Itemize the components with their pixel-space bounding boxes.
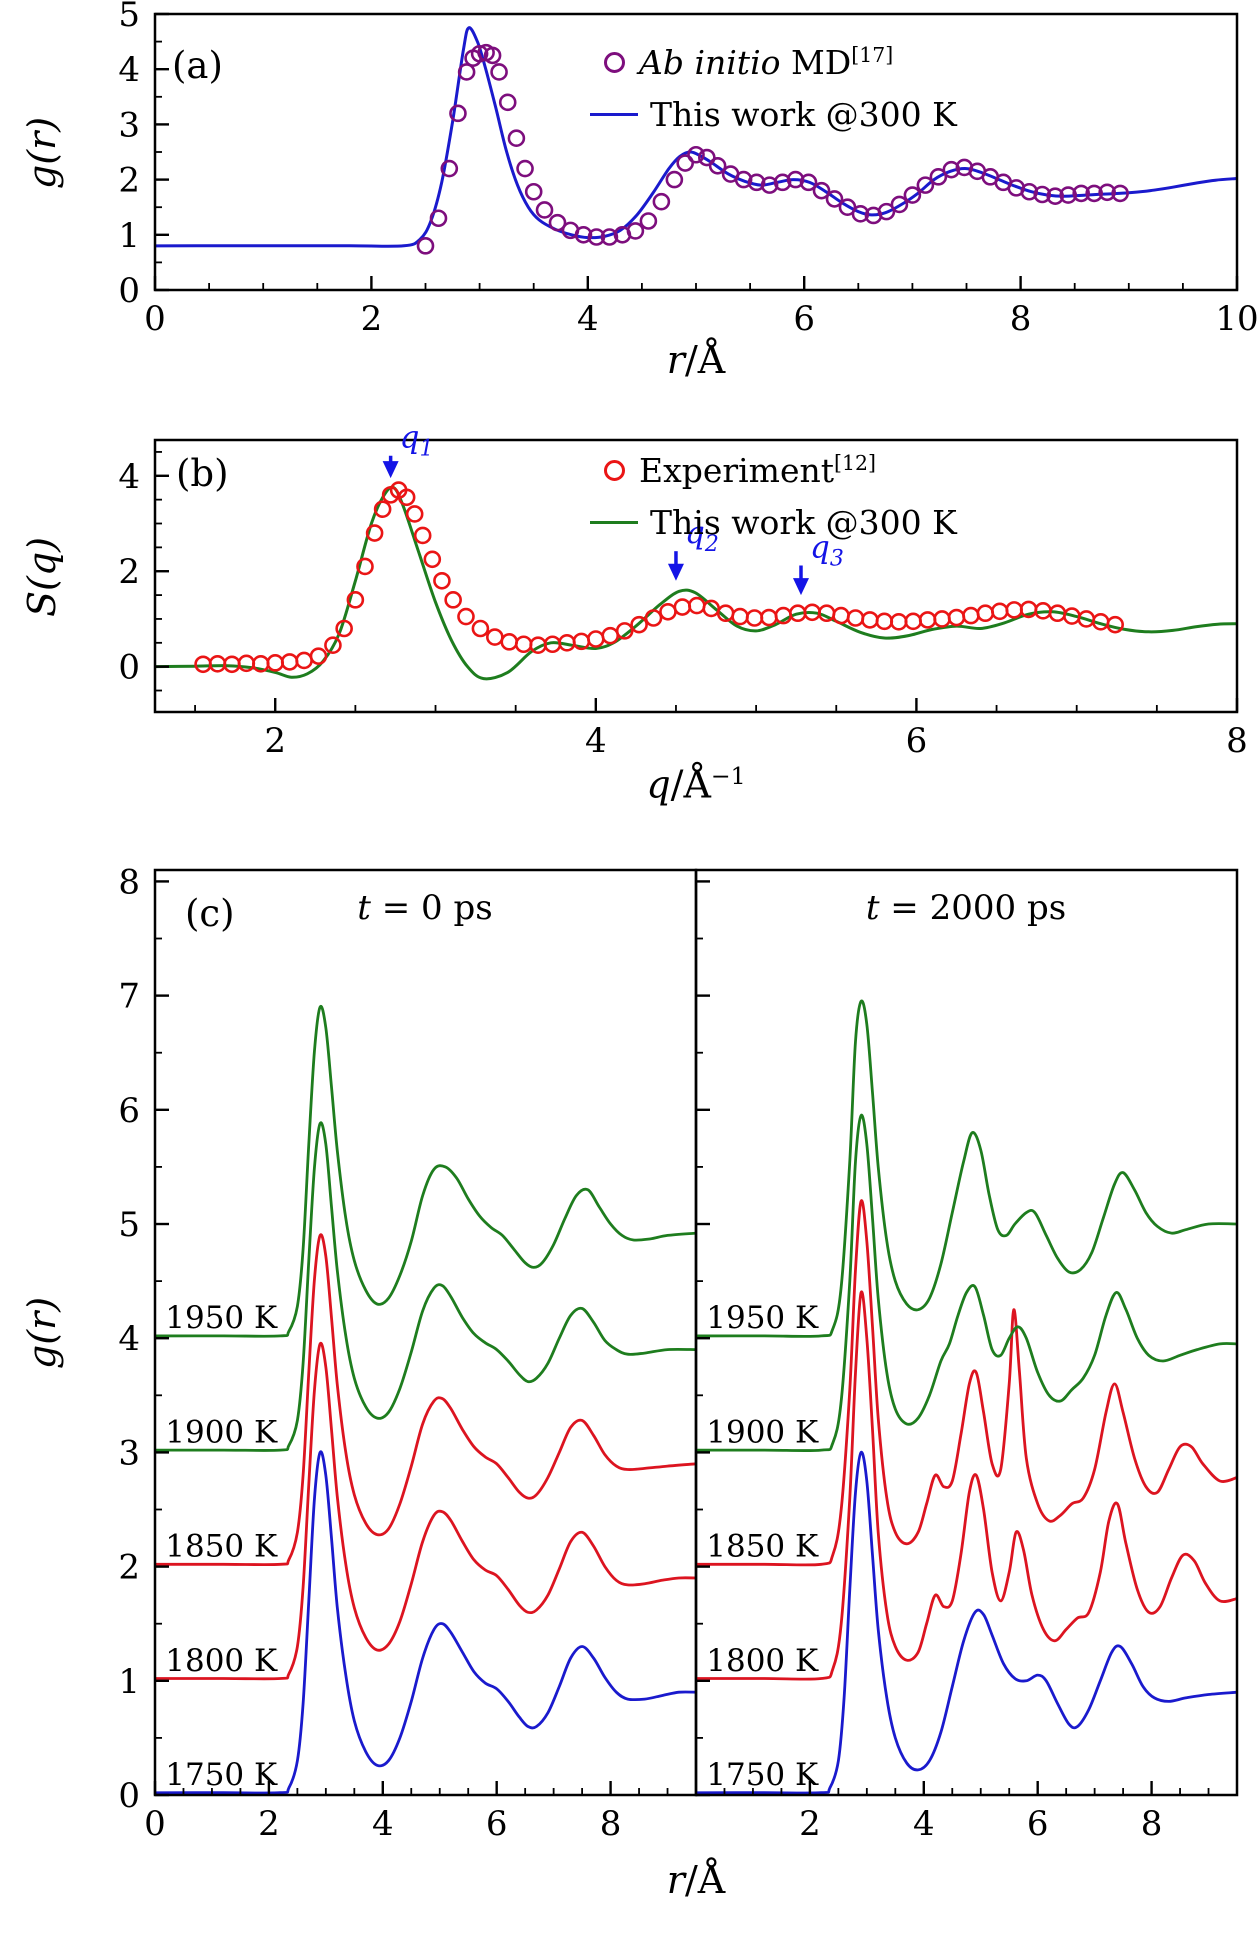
svg-text:1950 K: 1950 K (706, 1300, 819, 1336)
svg-text:1800 K: 1800 K (706, 1643, 819, 1679)
panel-b-label: (b) (176, 452, 229, 495)
panel-a-legend-row-1: Ab initio MD[17] (590, 40, 957, 84)
svg-text:1900 K: 1900 K (165, 1414, 278, 1450)
svg-text:0: 0 (118, 1776, 140, 1816)
open-circle-marker-icon (604, 459, 625, 481)
svg-text:8: 8 (1226, 721, 1248, 761)
svg-text:1850 K: 1850 K (165, 1529, 278, 1565)
svg-text:1900 K: 1900 K (706, 1414, 819, 1450)
svg-text:3: 3 (118, 105, 140, 145)
panel-a-legend: Ab initio MD[17] This work @300 K (590, 40, 957, 136)
svg-text:1750 K: 1750 K (165, 1757, 278, 1793)
svg-text:8: 8 (118, 862, 140, 902)
svg-text:0: 0 (144, 1804, 166, 1844)
panel-a-legend-text-2: This work @300 K (650, 94, 957, 134)
svg-text:3: 3 (118, 1433, 140, 1473)
svg-text:4: 4 (118, 1319, 140, 1359)
svg-text:4: 4 (577, 299, 599, 339)
panel-a-xlabel-unit: /Å (684, 338, 726, 382)
svg-text:10: 10 (1215, 299, 1258, 339)
svg-text:4: 4 (913, 1804, 935, 1844)
panel-b-legend-row-1: Experiment[12] (590, 448, 957, 492)
panel-c-xlabel-var: r (666, 1858, 685, 1902)
svg-text:0: 0 (118, 271, 140, 311)
svg-text:4: 4 (118, 457, 140, 497)
panel-a-xlabel: r/Å (396, 338, 996, 382)
panel-b-xlabel: q/Å−1 (396, 762, 996, 807)
svg-text:5: 5 (118, 1205, 140, 1245)
svg-text:2: 2 (118, 1548, 140, 1588)
svg-text:8: 8 (600, 1804, 622, 1844)
panel-b-legend-row-2: This work @300 K (590, 500, 957, 544)
svg-text:0: 0 (144, 299, 166, 339)
panel-a-xlabel-var: r (666, 338, 685, 382)
panel-a-legend-text-1: Ab initio MD[17] (639, 42, 894, 82)
svg-text:5: 5 (118, 0, 140, 35)
panel-a-legend-row-2: This work @300 K (590, 92, 957, 136)
panel-c-plot: 0 2 4 6 8 0 1 2 3 4 5 6 7 8 1750 K 1800 K 1850 K 1900 K 19… (118, 862, 1239, 1844)
panel-b-ylabel: S(q) (20, 537, 64, 618)
panel-b-legend: Experiment[12] This work @300 K (590, 448, 957, 544)
panel-c-right-title: t = 2000 ps (865, 888, 1067, 928)
panel-c-ylabel: g(r) (20, 1296, 64, 1370)
svg-text:1850 K: 1850 K (706, 1529, 819, 1565)
panel-b-xlabel-unit: /Å (670, 762, 711, 807)
svg-text:6: 6 (906, 721, 928, 761)
svg-text:1950 K: 1950 K (165, 1300, 278, 1336)
svg-text:6: 6 (118, 1091, 140, 1131)
svg-text:6: 6 (793, 299, 815, 339)
open-circle-marker-icon (604, 51, 625, 73)
svg-text:8: 8 (1141, 1804, 1163, 1844)
svg-text:8: 8 (1010, 299, 1032, 339)
panel-c-xlabel: r/Å (396, 1858, 996, 1902)
svg-text:4: 4 (585, 721, 607, 761)
panel-a-ylabel: g(r) (20, 116, 64, 190)
svg-text:1: 1 (118, 1662, 140, 1702)
svg-text:q1: q1 (400, 420, 434, 462)
svg-text:1: 1 (118, 216, 140, 256)
svg-text:6: 6 (486, 1804, 508, 1844)
panel-b-xlabel-sup: −1 (710, 762, 746, 790)
svg-text:2: 2 (361, 299, 383, 339)
svg-text:2: 2 (799, 1804, 821, 1844)
svg-text:1750 K: 1750 K (706, 1757, 819, 1793)
panel-c-left-title: t = 0 ps (357, 888, 493, 928)
svg-text:6: 6 (1027, 1804, 1049, 1844)
svg-text:2: 2 (264, 721, 286, 761)
panel-a-plot: 0 2 4 6 8 10 0 1 2 3 4 5 (118, 0, 1258, 339)
svg-text:4: 4 (372, 1804, 394, 1844)
line-marker-icon (590, 112, 638, 116)
panel-b-legend-text-1: Experiment[12] (639, 450, 876, 490)
svg-text:2: 2 (118, 161, 140, 201)
svg-text:7: 7 (118, 977, 140, 1017)
panel-b-xlabel-var: q (646, 762, 671, 807)
svg-text:4: 4 (118, 50, 140, 90)
svg-text:0: 0 (118, 648, 140, 688)
svg-text:1800 K: 1800 K (165, 1643, 278, 1679)
panel-a-label: (a) (172, 44, 223, 87)
line-marker-icon (590, 520, 638, 524)
panel-c-label: (c) (185, 892, 235, 935)
panel-c-xlabel-unit: /Å (684, 1858, 726, 1902)
svg-text:2: 2 (118, 552, 140, 592)
svg-text:2: 2 (258, 1804, 280, 1844)
panel-b-legend-text-2: This work @300 K (650, 502, 957, 542)
